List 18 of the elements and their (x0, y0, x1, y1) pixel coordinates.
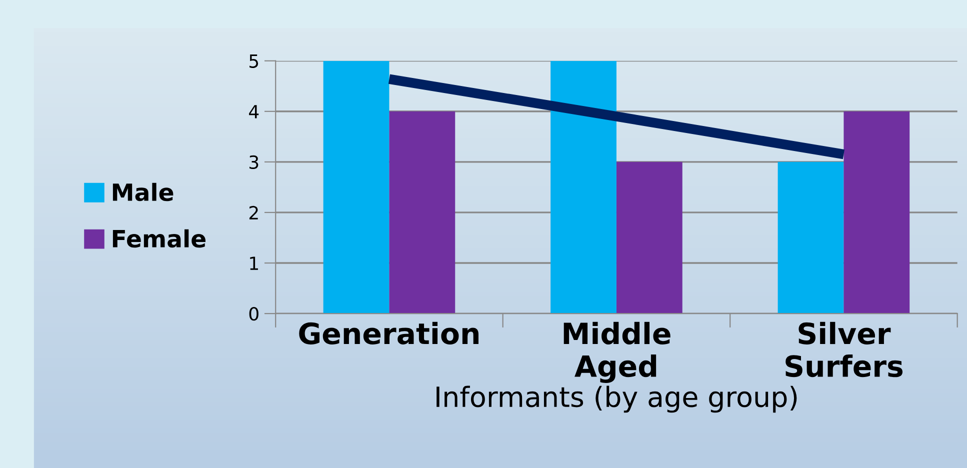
y-tick-label: 1 (250, 256, 258, 270)
y-tick-label: 0 (249, 307, 258, 321)
x-axis-title: Informants (by age group) (436, 386, 797, 413)
x-tick-label: Middle Aged (564, 322, 670, 384)
x-tick-label: Generation (299, 322, 478, 344)
y-tick-label: 4 (249, 105, 259, 118)
bar (550, 60, 616, 314)
y-tick-label: 3 (250, 155, 258, 170)
x-tick-label: Silver Surfers (786, 322, 903, 378)
y-tick-label: 5 (250, 54, 258, 68)
bar (389, 111, 456, 314)
legend-label: Female (112, 229, 206, 248)
bar (323, 60, 390, 314)
bar (844, 111, 910, 314)
bar (778, 162, 844, 314)
y-tick-label: 2 (249, 206, 258, 220)
legend-label: Male (112, 182, 174, 202)
bar (616, 162, 682, 314)
